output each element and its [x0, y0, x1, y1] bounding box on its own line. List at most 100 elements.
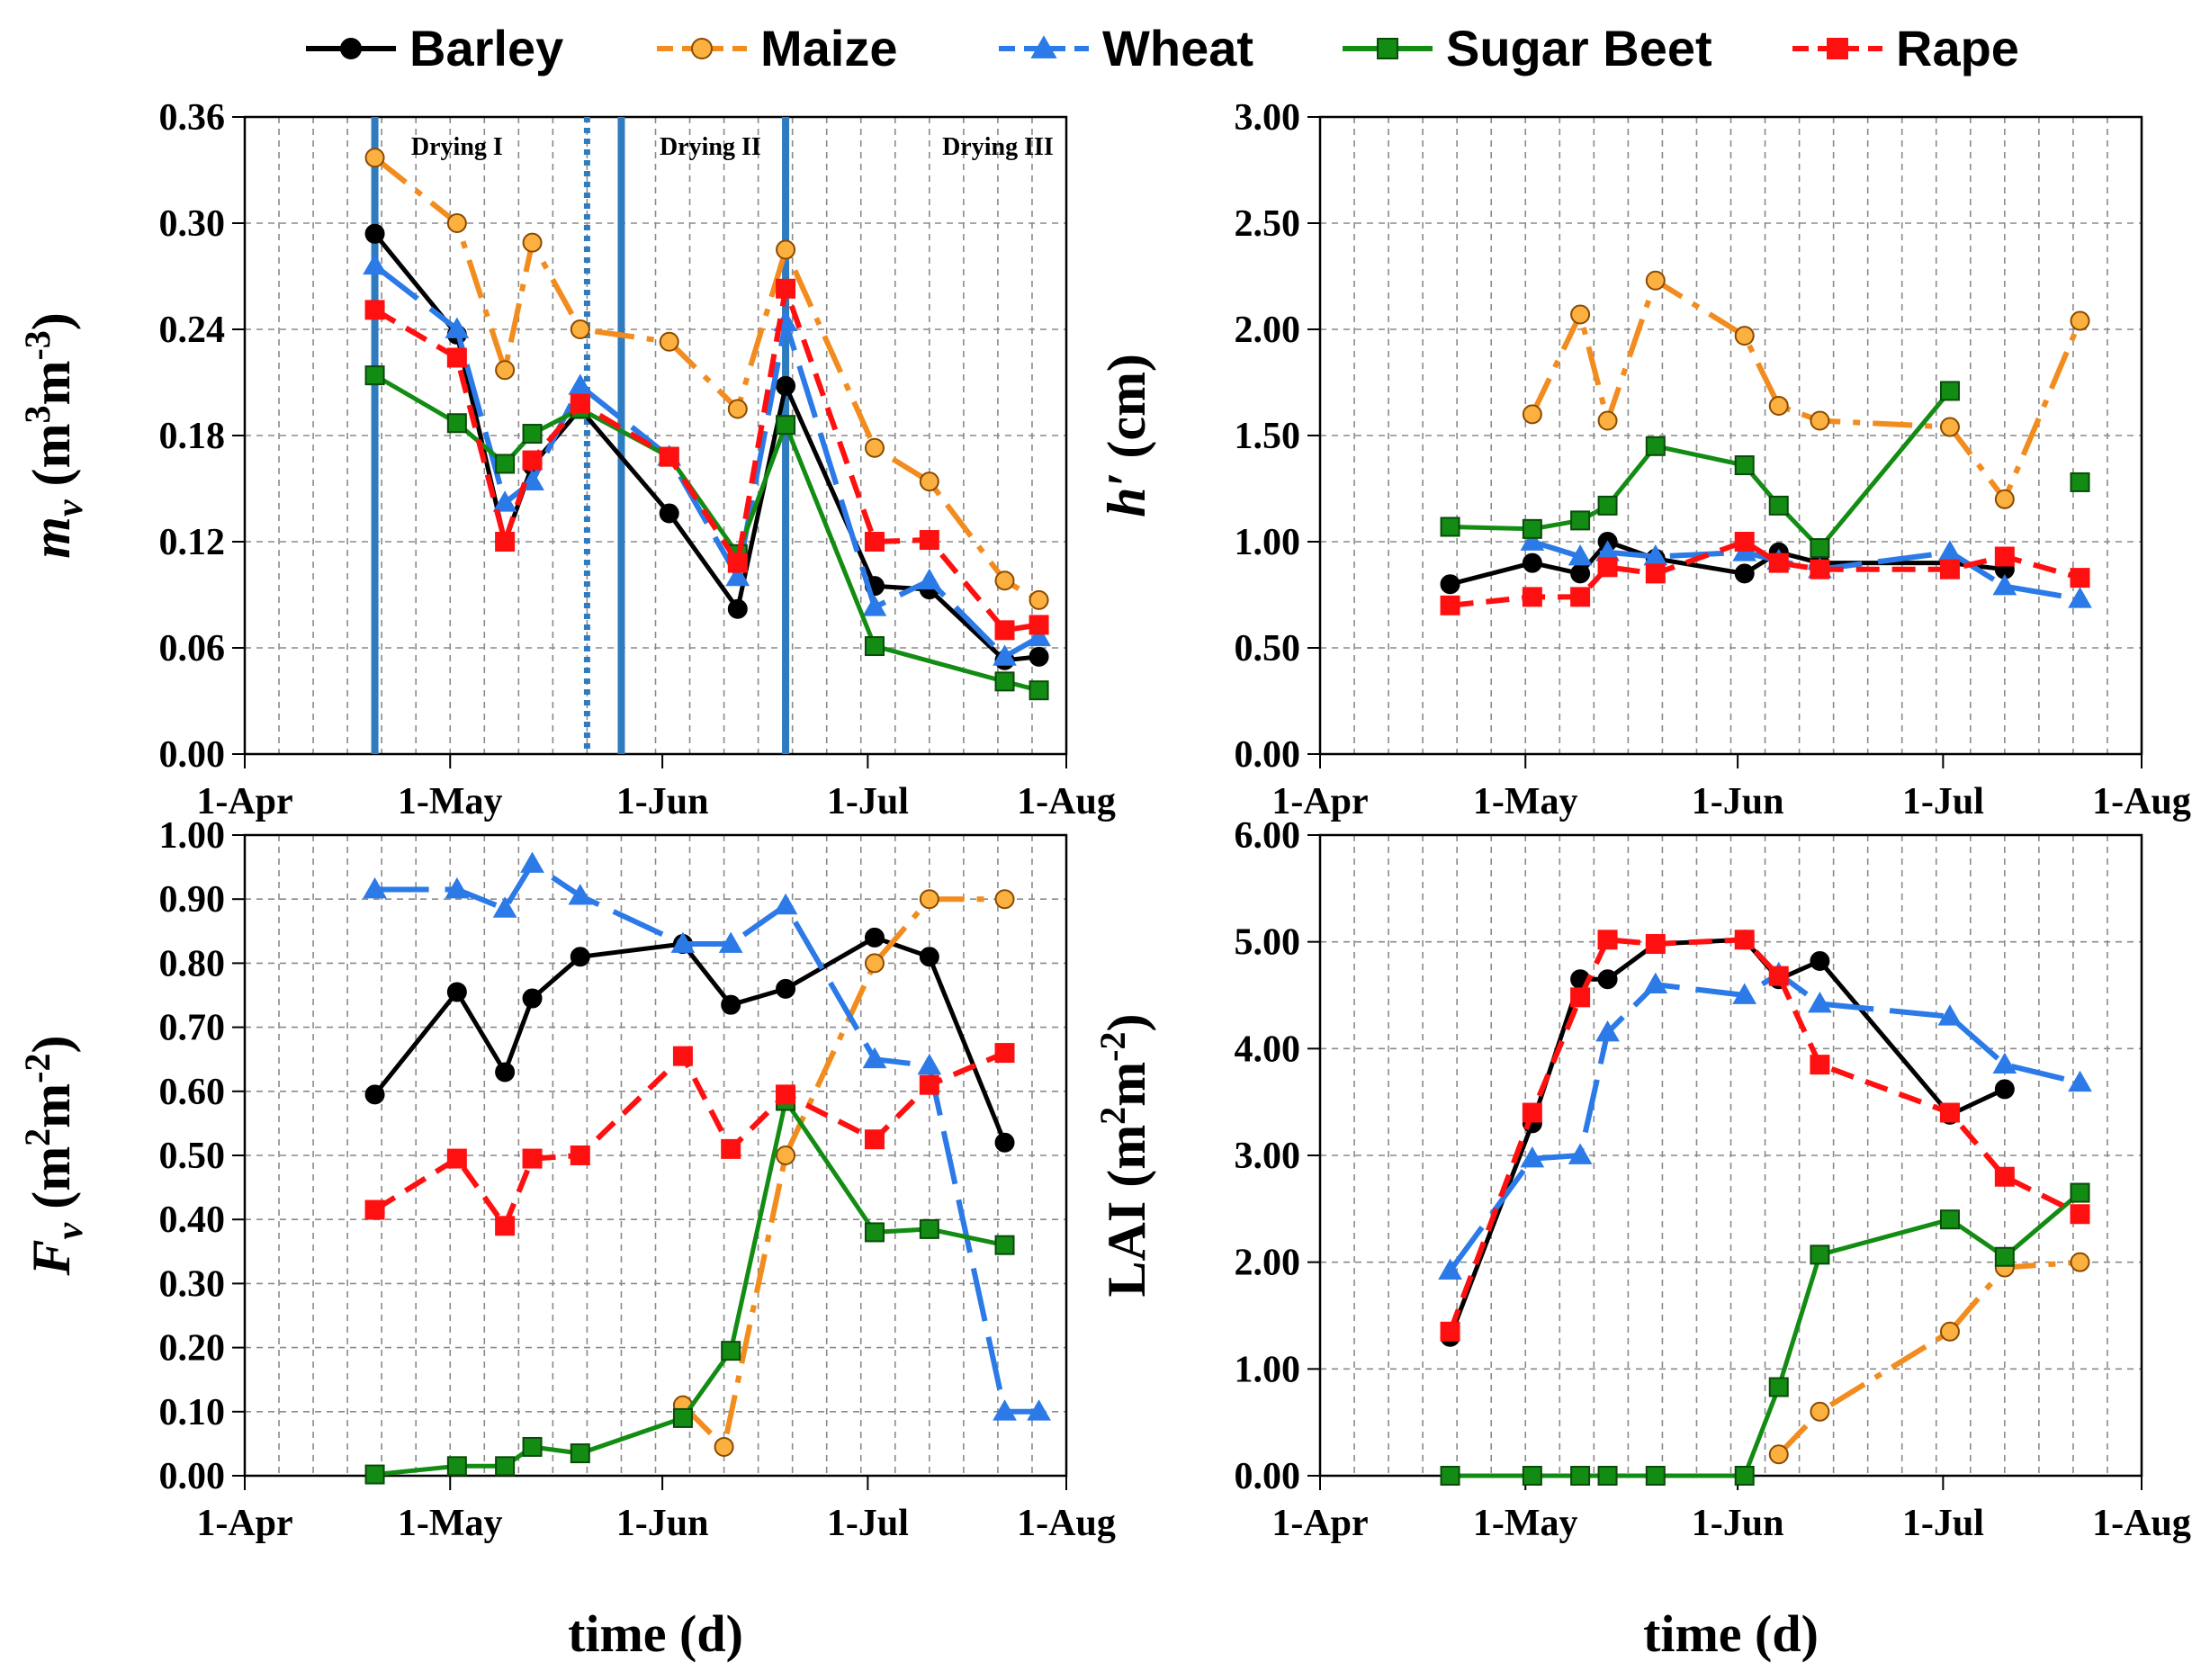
y-axis-title-part: -3	[17, 330, 58, 360]
y-axis-title: mv (m3m-3)	[17, 312, 91, 559]
phase-label: Drying III	[942, 133, 1054, 161]
point	[522, 232, 543, 253]
point	[993, 644, 1017, 666]
point	[1597, 495, 1618, 516]
point	[1827, 38, 1848, 59]
point	[1440, 574, 1460, 595]
x-tick-label: 1-May	[1473, 781, 1578, 822]
point	[364, 148, 385, 168]
point	[522, 1148, 543, 1169]
point	[1568, 1143, 1593, 1164]
point	[659, 331, 679, 352]
y-tick-label: 0.40	[159, 1199, 226, 1241]
y-axis-title-part: v	[49, 499, 91, 517]
x-tick-label: 1-Aug	[1017, 1503, 1116, 1544]
legend: Barley Maize Wheat Sugar Beet Rape	[306, 20, 2019, 76]
point	[659, 503, 679, 524]
point	[364, 223, 385, 244]
point	[2070, 1252, 2090, 1272]
point	[1440, 595, 1460, 615]
point	[727, 553, 748, 573]
series-sugar-beet	[364, 365, 1049, 701]
x-tick-label: 1-Jun	[616, 781, 709, 822]
x-tick-label: 1-Aug	[2092, 781, 2191, 822]
point	[363, 877, 387, 899]
point	[1597, 410, 1618, 431]
point	[1522, 587, 1542, 607]
point	[919, 530, 939, 551]
point	[570, 393, 590, 414]
x-tick-label: 1-Jul	[1902, 1503, 1984, 1544]
point	[993, 1399, 1017, 1421]
y-tick-label: 3.00	[1235, 1136, 1301, 1177]
y-axis-title-part: F	[22, 1239, 81, 1276]
point	[495, 454, 516, 474]
series-line	[374, 861, 1039, 1415]
point	[1027, 1399, 1051, 1421]
series-line	[1776, 1259, 2080, 1457]
panel-lai: 0.00 1.00 2.00 3.00 4.00 5.00 6.00 1-Apr 1-May 1-…	[1092, 815, 2191, 1663]
series-line	[1450, 539, 2081, 608]
y-axis-title-part: 2	[17, 1128, 58, 1146]
point	[994, 1132, 1015, 1153]
y-tick-label: 1.50	[1235, 416, 1301, 457]
point	[1768, 553, 1789, 573]
point	[495, 360, 516, 381]
y-axis-title-part: m	[22, 1083, 81, 1128]
point	[1734, 532, 1755, 552]
point	[1645, 270, 1666, 291]
legend-label: Maize	[760, 20, 898, 76]
x-tick-label: 1-Apr	[196, 1503, 292, 1544]
series-wheat	[1438, 961, 2092, 1280]
point	[1994, 1246, 2015, 1267]
series-rape	[1440, 532, 2090, 615]
series-sugar-beet	[364, 1091, 1015, 1485]
x-tick-label: 1-Aug	[2092, 1503, 2191, 1544]
point	[1570, 510, 1591, 531]
point	[445, 877, 470, 899]
point	[495, 1062, 516, 1083]
series-wheat	[363, 851, 1051, 1421]
point	[1810, 1244, 1830, 1265]
point	[446, 213, 467, 233]
point	[1937, 540, 1963, 561]
y-tick-label: 0.50	[1235, 628, 1301, 669]
x-tick-label: 1-Jun	[1692, 1503, 1784, 1544]
point	[522, 424, 543, 445]
point	[2068, 587, 2092, 608]
y-tick-label: 3.00	[1235, 97, 1301, 139]
point	[1734, 1466, 1755, 1486]
point	[1810, 559, 1830, 579]
point	[727, 598, 748, 619]
point	[776, 375, 796, 396]
point	[919, 1218, 939, 1239]
point	[520, 851, 544, 873]
y-tick-label: 2.50	[1235, 203, 1301, 245]
legend-item-maize: Maize	[657, 20, 898, 76]
x-tick-label: 1-Jul	[827, 1503, 909, 1544]
x-tick-label: 1-May	[398, 781, 503, 822]
point	[727, 399, 748, 419]
series-maize	[672, 889, 1015, 1457]
series-maize	[1768, 1252, 2090, 1465]
point	[1440, 517, 1460, 537]
point	[1030, 35, 1057, 58]
series-barley	[364, 223, 1049, 670]
y-tick-label: 0.30	[159, 203, 226, 245]
point	[1939, 1209, 1960, 1230]
point	[364, 300, 385, 320]
series-line	[373, 263, 1041, 660]
y-axis-title-part: m	[22, 517, 81, 559]
point	[864, 1129, 885, 1150]
point	[1597, 930, 1618, 950]
point	[522, 450, 543, 471]
point	[776, 978, 796, 999]
series-line	[680, 896, 1005, 1450]
series-maize	[1522, 270, 2090, 509]
point	[1992, 574, 2017, 596]
point	[1732, 983, 1757, 1004]
y-tick-label: 5.00	[1235, 922, 1301, 964]
y-axis-title: Fv (m2m-2)	[17, 1036, 91, 1277]
point	[495, 1456, 516, 1477]
y-tick-label: 1.00	[1235, 522, 1301, 563]
